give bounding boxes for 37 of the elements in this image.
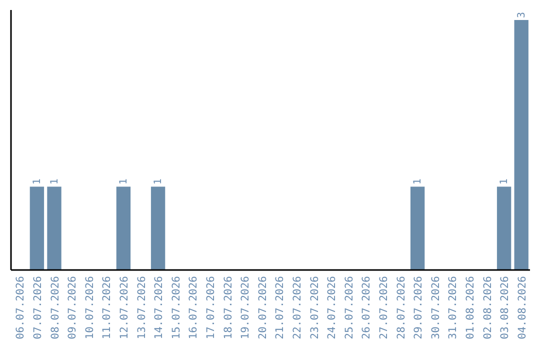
x-tick-label: 31.07.2026 <box>447 276 460 340</box>
x-tick-label: 22.07.2026 <box>291 276 304 340</box>
x-tick-label: 23.07.2026 <box>308 276 321 340</box>
x-tick-label: 02.08.2026 <box>482 276 494 340</box>
x-tick-label: 18.07.2026 <box>222 276 234 340</box>
x-tick-label: 14.07.2026 <box>153 276 166 340</box>
x-tick-label: 21.07.2026 <box>274 276 286 340</box>
x-tick-label: 29.07.2026 <box>412 276 425 340</box>
x-tick-label: 10.07.2026 <box>84 276 96 340</box>
x-tick-label: 04.08.2026 <box>516 276 528 340</box>
data-label: 1 <box>412 178 424 185</box>
x-tick-label: 26.07.2026 <box>360 276 373 340</box>
x-tick-label: 07.07.2026 <box>32 276 44 340</box>
x-tick-label: 20.07.2026 <box>256 276 269 340</box>
data-label: 1 <box>118 178 130 185</box>
data-label: 1 <box>32 178 43 185</box>
x-tick-label: 15.07.2026 <box>170 276 182 340</box>
x-tick-label: 27.07.2026 <box>378 276 390 340</box>
x-tick-label: 25.07.2026 <box>343 276 356 340</box>
data-label: 1 <box>153 178 164 185</box>
x-tick-label: 11.07.2026 <box>101 276 114 340</box>
x-tick-label: 28.07.2026 <box>395 276 408 340</box>
x-tick-label: 24.07.2026 <box>326 276 338 340</box>
x-tick-label: 09.07.2026 <box>66 276 79 340</box>
x-tick-label: 06.07.2026 <box>14 276 27 340</box>
x-tick-label: 19.07.2026 <box>240 276 252 340</box>
x-tick-label: 08.07.2026 <box>49 276 62 340</box>
x-tick-label: 03.08.2026 <box>499 276 512 340</box>
data-label: 1 <box>499 178 510 185</box>
x-tick-label: 01.08.2026 <box>464 276 476 340</box>
x-tick-label: 12.07.2026 <box>118 276 130 340</box>
data-label: 3 <box>516 12 528 18</box>
x-tick-label: 17.07.2026 <box>204 276 217 340</box>
x-tick-label: 13.07.2026 <box>136 276 148 340</box>
x-tick-label: 30.07.2026 <box>430 276 442 340</box>
x-tick-label: 16.07.2026 <box>188 276 200 340</box>
data-label: 1 <box>49 178 60 185</box>
